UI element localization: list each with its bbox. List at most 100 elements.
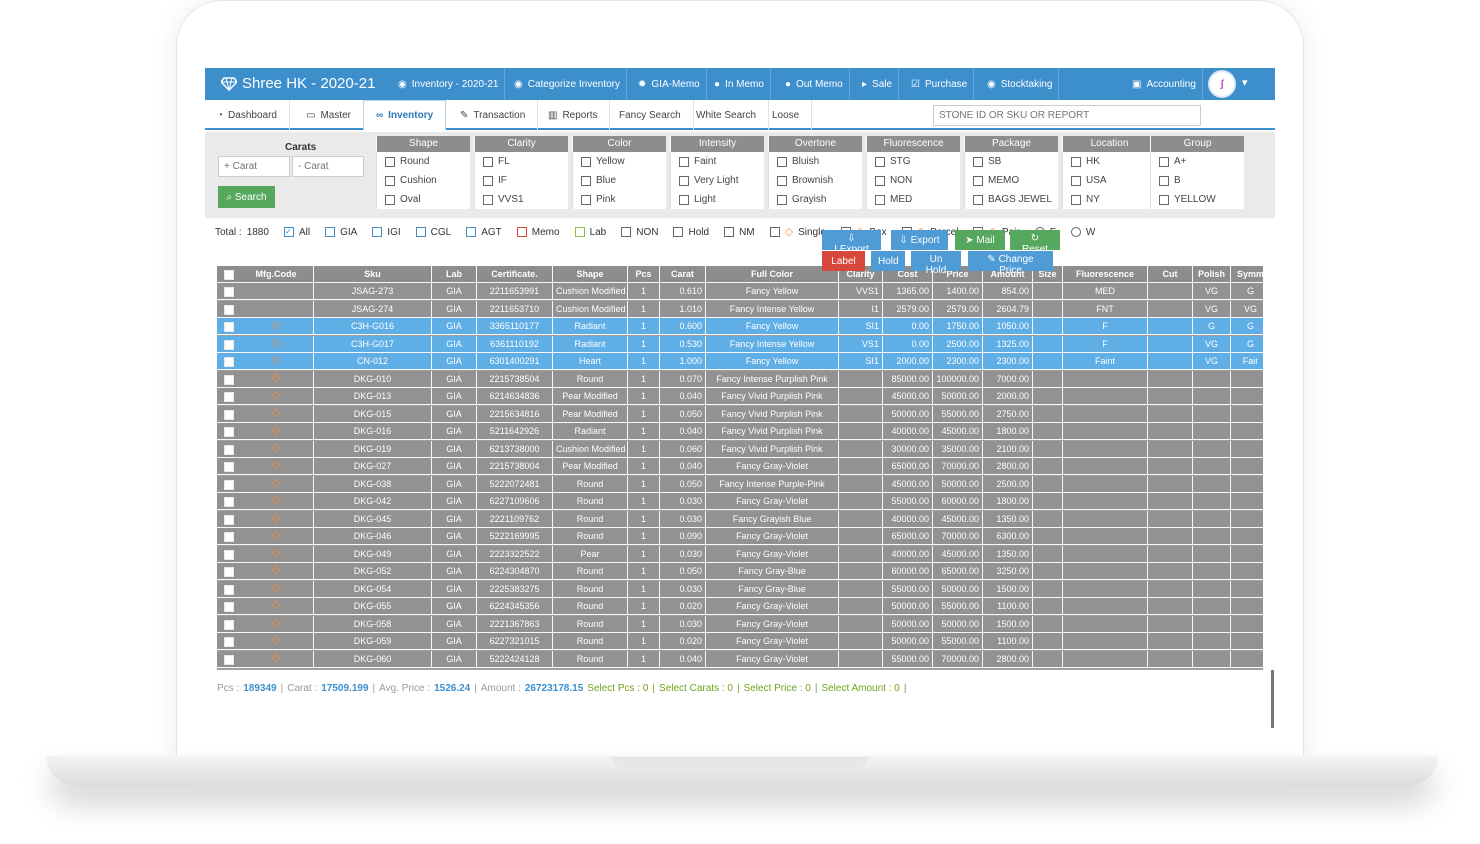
hold-button[interactable]: Hold	[871, 251, 905, 271]
filter-option[interactable]: Round	[376, 152, 470, 171]
summary-checkbox-memo[interactable]	[516, 227, 527, 237]
summary-checkbox-igi[interactable]	[372, 227, 383, 237]
checkbox[interactable]	[875, 194, 885, 205]
carat-max-input[interactable]	[292, 156, 364, 177]
row-checkbox[interactable]	[224, 357, 234, 367]
filter-option[interactable]: YELLOW	[1150, 190, 1244, 209]
table-row[interactable]: ◇ C3H-G017 GIA 6361110192 Radiant 1 0.530 Fancy…	[217, 335, 1263, 353]
checkbox[interactable]	[1071, 175, 1081, 186]
checkbox[interactable]	[777, 156, 787, 167]
reset-button[interactable]: ↻ Reset	[1010, 230, 1060, 255]
checkbox[interactable]	[777, 175, 787, 186]
table-row[interactable]: ◇ DKG-059 GIA 6227321015 Round 1 0.020 Fancy Gr…	[217, 633, 1263, 650]
row-checkbox[interactable]	[224, 637, 234, 647]
row-checkbox[interactable]	[224, 339, 234, 350]
filter-option[interactable]: Pink	[572, 190, 666, 209]
topnav-item[interactable]: ▸ Sale	[856, 68, 900, 100]
filter-option[interactable]: Brownish	[768, 171, 862, 190]
row-checkbox[interactable]	[224, 602, 234, 612]
checkbox[interactable]	[1159, 194, 1169, 205]
table-row[interactable]: ◇ DKG-052 GIA 6224304870 Round 1 0.050 Fancy Gr…	[217, 563, 1263, 580]
table-row[interactable]: ◇ DKG-046 GIA 5222169995 Round 1 0.090 Fancy Gr…	[217, 528, 1263, 545]
column-header[interactable]: Cost	[883, 266, 933, 283]
table-row[interactable]: ◇ DKG-060 GIA 5222424128 Round 1 0.040 Fancy Gr…	[217, 650, 1263, 668]
checkbox[interactable]	[385, 175, 395, 186]
column-header[interactable]: Clarity	[839, 266, 883, 283]
summary-checkbox-non[interactable]	[621, 227, 632, 237]
checkbox[interactable]	[875, 156, 885, 167]
summary-checkbox-hold[interactable]	[673, 227, 684, 237]
mail-button[interactable]: ➤ Mail	[955, 230, 1005, 250]
topnav-item[interactable]: ● Out Memo	[779, 68, 850, 100]
chevron-down-icon[interactable]: ▾	[1242, 77, 1248, 89]
row-checkbox[interactable]	[224, 567, 234, 577]
change-price-button[interactable]: ✎ Change Price	[968, 251, 1053, 276]
column-header[interactable]: Price	[933, 266, 983, 283]
table-row[interactable]: ◇ DKG-016 GIA 5211642926 Radiant 1 0.040 Fancy …	[217, 423, 1263, 440]
table-row[interactable]: ◇ DKG-042 GIA 6227109606 Round 1 0.030 Fancy Gr…	[217, 493, 1263, 510]
column-header[interactable]: Polish	[1193, 266, 1231, 283]
menu-reports[interactable]: ▥ Reports	[536, 100, 611, 130]
table-row[interactable]: ◇ DKG-013 GIA 6214634836 Pear Modified 1 0.040…	[217, 388, 1263, 405]
summary-checkbox-single[interactable]	[769, 227, 780, 237]
filter-option[interactable]: Very Light	[670, 171, 764, 190]
row-checkbox[interactable]	[224, 409, 234, 420]
filter-option[interactable]: VVS1	[474, 190, 568, 209]
checkbox[interactable]	[581, 175, 591, 186]
topnav-item[interactable]: ☑ Purchase	[905, 68, 975, 100]
unhold-button[interactable]: Un Hold	[911, 251, 961, 276]
filter-option[interactable]: Cushion	[376, 171, 470, 190]
row-checkbox[interactable]	[224, 322, 234, 332]
column-header[interactable]: Carat	[660, 266, 706, 283]
menu-inventory[interactable]: ∞ Inventory	[363, 100, 447, 130]
summary-checkbox-all[interactable]: ✓	[283, 227, 294, 237]
column-header[interactable]: Fluorescence	[1063, 266, 1148, 283]
filter-option[interactable]: NON	[866, 171, 960, 190]
column-header[interactable]: Mfg.Code	[239, 266, 314, 283]
topnav-item[interactable]: ● In Memo	[708, 68, 771, 100]
checkbox[interactable]	[483, 156, 493, 167]
brand[interactable]: Shree HK - 2020-21	[221, 75, 375, 92]
topnav-item[interactable]: ▣ Accounting	[1126, 68, 1203, 100]
checkbox[interactable]	[973, 175, 983, 186]
checkbox[interactable]	[973, 194, 983, 205]
checkbox[interactable]	[875, 175, 885, 186]
filter-option[interactable]: STG	[866, 152, 960, 171]
column-header[interactable]: Shape	[553, 266, 628, 283]
checkbox[interactable]	[679, 175, 689, 186]
filter-option[interactable]: BAGS JEWEL	[964, 190, 1058, 209]
table-row[interactable]: ◇ DKG-027 GIA 2215738004 Pear Modified 1 0.040…	[217, 458, 1263, 475]
summary-checkbox-w[interactable]	[1070, 227, 1081, 237]
iexport-button[interactable]: ⇩ I.Export	[822, 230, 881, 255]
row-checkbox[interactable]	[224, 304, 234, 315]
table-row[interactable]: ◇ DKG-045 GIA 2221109762 Round 1 0.030 Fancy Gr…	[217, 510, 1263, 528]
table-row[interactable]: ◇ DKG-054 GIA 2225383275 Round 1 0.030 Fancy Gr…	[217, 580, 1263, 598]
menu-transaction[interactable]: ✎ Transaction	[448, 100, 539, 130]
row-checkbox[interactable]	[224, 392, 234, 402]
row-checkbox[interactable]	[224, 549, 234, 560]
column-header[interactable]: Cut	[1148, 266, 1193, 283]
checkbox[interactable]	[483, 175, 493, 186]
checkbox[interactable]	[483, 194, 493, 205]
summary-checkbox-gia[interactable]	[325, 227, 336, 237]
column-header[interactable]: Pcs	[628, 266, 660, 283]
filter-option[interactable]: Yellow	[572, 152, 666, 171]
checkbox[interactable]	[581, 156, 591, 167]
table-row[interactable]: ◇ CN-012 GIA 6301400291 Heart 1 1.000 Fancy Yel…	[217, 353, 1263, 370]
row-checkbox[interactable]	[224, 654, 234, 665]
filter-option[interactable]: Light	[670, 190, 764, 209]
table-row[interactable]: ◇ DKG-055 GIA 6224345356 Round 1 0.020 Fancy Gr…	[217, 598, 1263, 615]
filter-option[interactable]: Blue	[572, 171, 666, 190]
filter-option[interactable]: SB	[964, 152, 1058, 171]
column-header[interactable]: Certificate.	[477, 266, 553, 283]
filter-option[interactable]: Oval	[376, 190, 470, 209]
row-checkbox[interactable]	[224, 514, 234, 525]
carat-min-input[interactable]	[218, 156, 290, 177]
table-row[interactable]: ◇ DKG-058 GIA 2221367863 Round 1 0.030 Fancy Gr…	[217, 615, 1263, 633]
row-checkbox[interactable]	[224, 444, 234, 455]
row-checkbox[interactable]	[224, 619, 234, 630]
table-row[interactable]: ◇ DKG-015 GIA 2215634816 Pear Modified 1 0.050…	[217, 405, 1263, 423]
row-checkbox[interactable]	[224, 427, 234, 437]
table-row[interactable]: JSAG-274 GIA 2211653710 Cushion Modified 1 1.…	[217, 300, 1263, 318]
menu-fancy-search[interactable]: Fancy Search	[607, 100, 694, 130]
